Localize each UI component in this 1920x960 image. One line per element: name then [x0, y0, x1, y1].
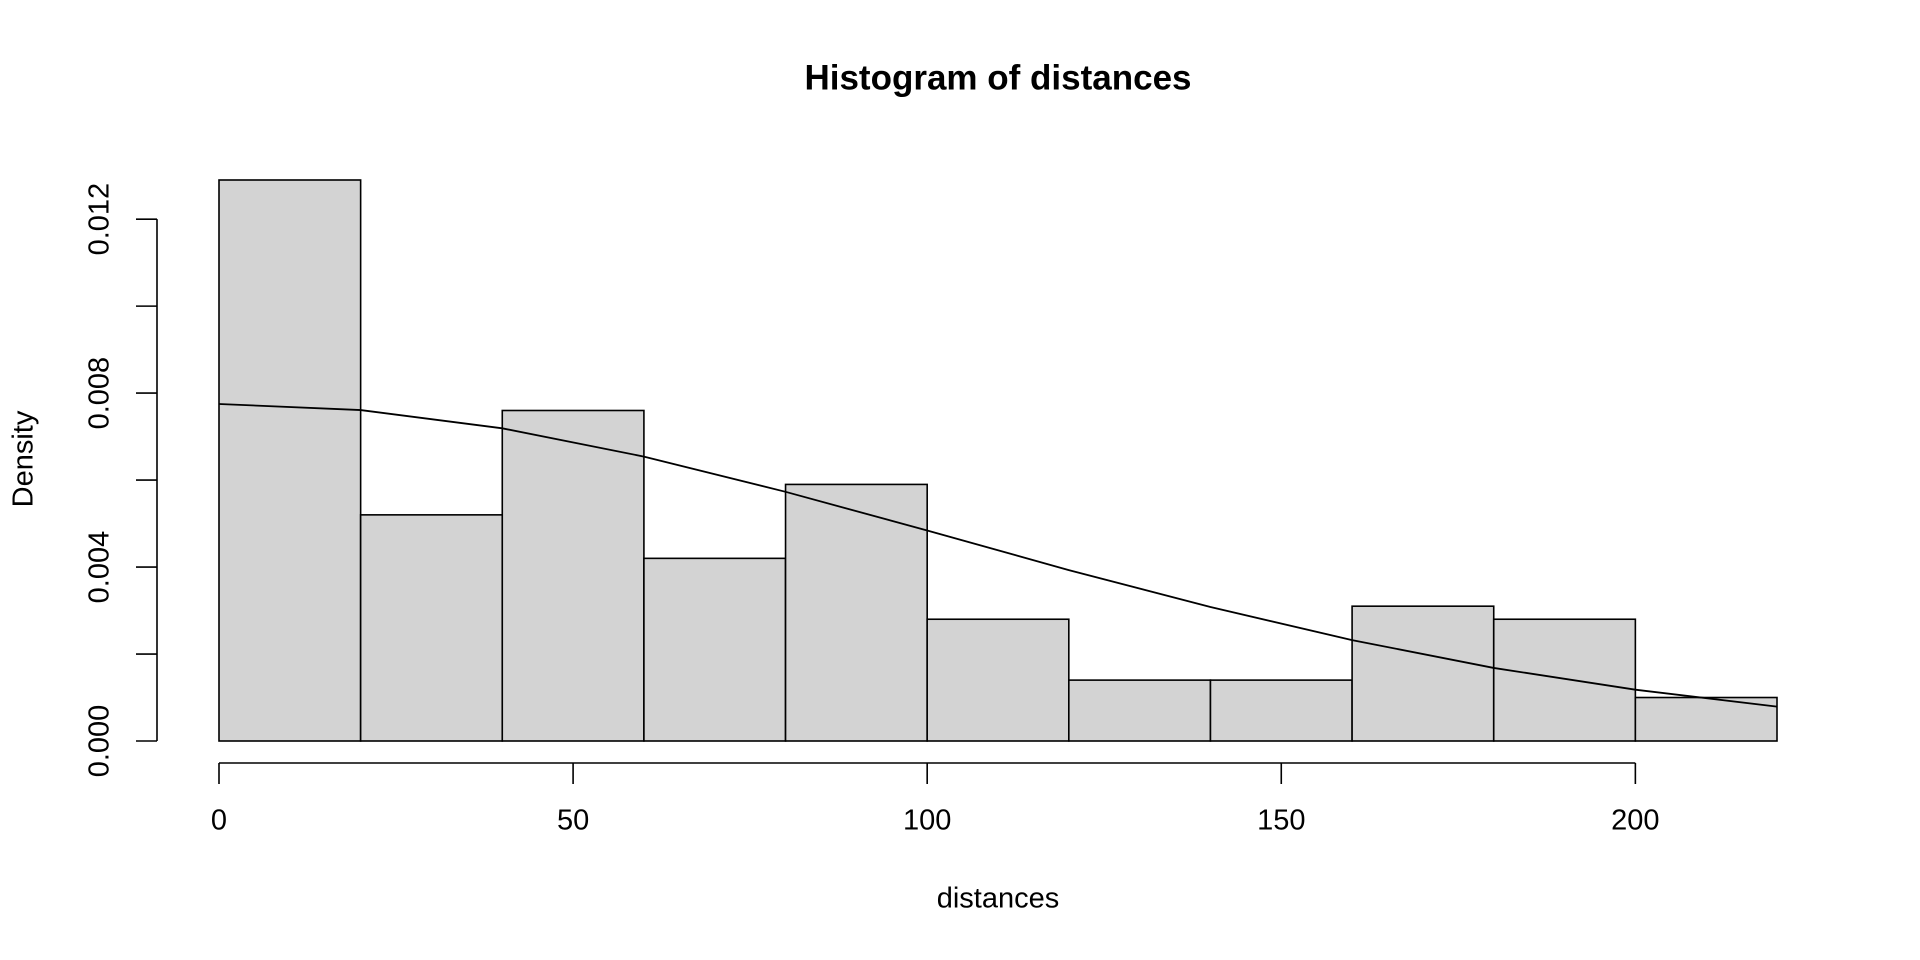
y-tick-label: 0.000 [84, 705, 116, 778]
bar [359, 514, 504, 742]
bar [1209, 679, 1353, 742]
y-tick-label: 0.008 [84, 357, 116, 430]
bar [218, 179, 362, 742]
x-tick-label: 200 [1611, 805, 1659, 837]
bar [1351, 605, 1495, 742]
chart-title: Histogram of distances [804, 58, 1191, 97]
bar [926, 618, 1070, 742]
x-tick-label: 50 [557, 805, 589, 837]
x-tick-label: 0 [211, 805, 227, 837]
bar [1492, 618, 1637, 742]
x-tick-label: 150 [1257, 805, 1305, 837]
bar [643, 557, 787, 742]
y-tick-label: 0.012 [84, 183, 116, 256]
bar [784, 483, 928, 742]
y-axis-label: Density [8, 410, 40, 507]
x-axis-label: distances [937, 883, 1060, 915]
bar [1068, 679, 1212, 742]
density-curve [218, 403, 1778, 708]
x-tick-label: 100 [903, 805, 951, 837]
bar [501, 409, 645, 742]
bar [1634, 696, 1778, 742]
y-tick-label: 0.004 [84, 531, 116, 604]
